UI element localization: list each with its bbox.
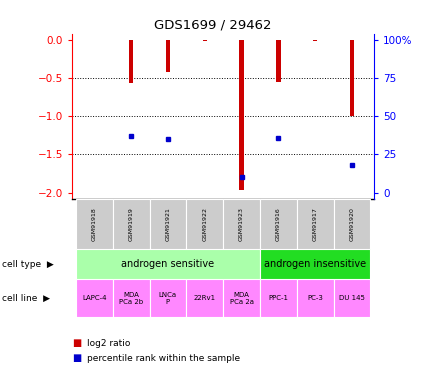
Text: 22Rv1: 22Rv1 (194, 295, 216, 301)
Bar (297, 279, 334, 317)
Bar (260, 249, 370, 279)
Text: GDS1699 / 29462: GDS1699 / 29462 (154, 19, 271, 32)
Bar (76, 279, 113, 317)
Bar (297, 199, 334, 249)
Bar (150, 199, 186, 249)
Text: MDA
PCa 2a: MDA PCa 2a (230, 292, 254, 304)
Bar (113, 199, 150, 249)
Text: ■: ■ (72, 338, 82, 348)
Text: GSM91919: GSM91919 (129, 207, 133, 241)
Text: androgen insensitive: androgen insensitive (264, 260, 366, 269)
Bar (203, 40, 207, 41)
Text: ■: ■ (72, 353, 82, 363)
Text: cell type  ▶: cell type ▶ (2, 260, 54, 269)
Text: GSM91917: GSM91917 (313, 207, 317, 241)
Text: GSM91918: GSM91918 (92, 207, 97, 241)
Bar (260, 199, 297, 249)
Text: GSM91922: GSM91922 (202, 207, 207, 241)
Text: GSM91916: GSM91916 (276, 207, 281, 241)
Text: LNCa
P: LNCa P (159, 292, 177, 304)
Bar (113, 279, 150, 317)
Text: GSM91921: GSM91921 (165, 207, 170, 241)
Bar (150, 279, 186, 317)
Text: cell line  ▶: cell line ▶ (2, 294, 50, 303)
Bar (223, 199, 260, 249)
Bar (276, 40, 280, 82)
Bar (129, 40, 133, 83)
Text: PPC-1: PPC-1 (268, 295, 288, 301)
Text: GSM91923: GSM91923 (239, 207, 244, 241)
Bar (239, 40, 244, 190)
Text: MDA
PCa 2b: MDA PCa 2b (119, 292, 143, 304)
Bar (76, 199, 113, 249)
Text: percentile rank within the sample: percentile rank within the sample (87, 354, 240, 363)
Text: LAPC-4: LAPC-4 (82, 295, 107, 301)
Bar (260, 279, 297, 317)
Text: androgen sensitive: androgen sensitive (122, 260, 215, 269)
Bar (313, 40, 317, 41)
Bar (223, 279, 260, 317)
Bar (186, 199, 223, 249)
Text: log2 ratio: log2 ratio (87, 339, 130, 348)
Text: DU 145: DU 145 (339, 295, 365, 301)
Text: PC-3: PC-3 (307, 295, 323, 301)
Bar (166, 40, 170, 72)
Bar (76, 249, 260, 279)
Text: GSM91920: GSM91920 (349, 207, 354, 241)
Bar (334, 279, 370, 317)
Bar (186, 279, 223, 317)
Bar (334, 199, 370, 249)
Bar (350, 40, 354, 116)
